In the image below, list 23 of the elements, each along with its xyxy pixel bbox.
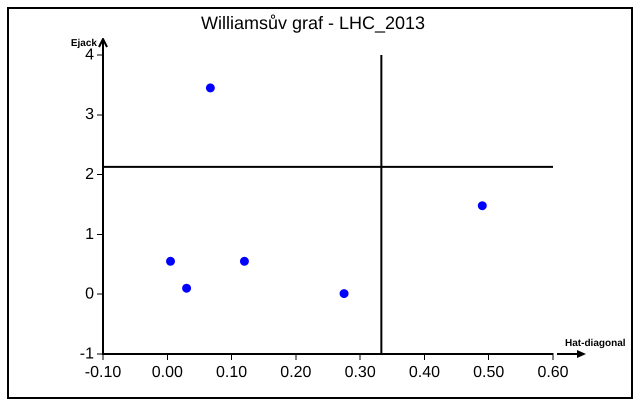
- x-tick-label: 0.50: [473, 364, 504, 382]
- point: [240, 256, 249, 266]
- y-tick-label: -1: [80, 345, 94, 362]
- point: [182, 284, 192, 293]
- x-tick-label: -0.10: [84, 364, 122, 382]
- point: [478, 201, 487, 210]
- y-tick-label: 0: [85, 286, 94, 303]
- x-axis-title: Hat-diagonal: [565, 338, 626, 349]
- x-tick-label: 0.10: [216, 364, 248, 382]
- y-tick-label: 3: [85, 106, 94, 124]
- y-tick-label: 4: [85, 46, 94, 64]
- x-tick-label: 0.30: [344, 364, 376, 382]
- chart-title: Williamsův graf - LHC_2013: [200, 12, 426, 33]
- x-tick-label: 0.20: [280, 364, 312, 382]
- point: [166, 256, 175, 266]
- y-axis-title: Ejack: [70, 38, 98, 49]
- point: [340, 289, 349, 298]
- y-tick-label: 1: [85, 226, 94, 243]
- point: [206, 83, 215, 92]
- x-tick-label: 0.60: [537, 364, 569, 382]
- x-tick-label: 0.40: [408, 364, 440, 382]
- y-tick-label: 2: [85, 166, 94, 184]
- x-tick-label: 0.00: [152, 364, 183, 382]
